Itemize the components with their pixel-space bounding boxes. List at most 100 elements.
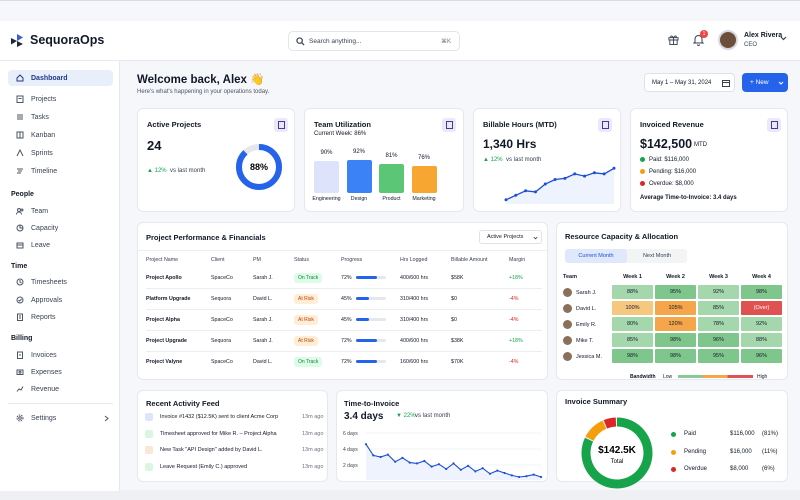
sidebar-item-dashboard[interactable]: Dashboard (8, 70, 113, 86)
table-row[interactable]: Platform Upgrade Sequora David L. At Ris… (146, 289, 542, 309)
capacity-cell[interactable]: 98% (654, 348, 697, 364)
capacity-value: 98% (741, 285, 782, 299)
table-header-row: Project Name Client PM Status Progress H… (146, 252, 542, 268)
document-icon (598, 118, 612, 132)
table-row[interactable]: Project Apollo SpaceCo Sarah J. On Track… (146, 268, 542, 288)
sparkline-point (592, 171, 596, 175)
legend-dot (671, 449, 676, 455)
capacity-table-body: Sarah J. 88% 95% 92% 98% David L. 100% 105% 85%(… (563, 284, 783, 364)
column-header: Week 2 (666, 274, 685, 280)
sidebar-item-revenue[interactable]: Revenue (8, 381, 113, 397)
capacity-cell[interactable]: 96% (740, 348, 783, 364)
sidebar-item-timeline[interactable]: Timeline (8, 163, 113, 179)
capacity-cell[interactable]: 96% (697, 332, 740, 348)
status-badge: At Risk (294, 315, 318, 325)
date-range-picker[interactable]: May 1 – May 31, 2024 (644, 73, 735, 92)
sidebar-item-approvals[interactable]: Approvals (8, 292, 113, 308)
capacity-value: 95% (698, 349, 739, 363)
kpi-change-text: vs last month (506, 157, 542, 163)
table-row: Mike T. 85% 98% 96% 88% (563, 332, 783, 348)
chevron-down-icon[interactable] (780, 36, 787, 41)
sparkline-point (504, 198, 508, 202)
donut-total-label: Total (611, 459, 624, 465)
project-filter-select[interactable]: Active Projects (479, 230, 542, 244)
tti-point (364, 443, 368, 446)
table-row[interactable]: Project Valyne SpaceCo David L. On Track… (146, 352, 542, 372)
legend-amount: $116,000 (730, 431, 755, 437)
capacity-value: 78% (698, 317, 739, 331)
capacity-cell[interactable]: 92% (697, 284, 740, 300)
tti-point (415, 462, 419, 465)
sidebar-item-settings[interactable]: Settings (8, 410, 113, 426)
sidebar-item-kanban[interactable]: Kanban (8, 127, 113, 143)
capacity-cell[interactable]: 95% (697, 348, 740, 364)
capacity-cell[interactable]: 105% (654, 300, 697, 316)
card-title: Recent Activity Feed (146, 399, 220, 408)
new-button[interactable]: + New (742, 73, 788, 92)
tti-point (386, 453, 389, 456)
capacity-cell[interactable]: 85% (611, 332, 654, 348)
capacity-cell[interactable]: 98% (611, 348, 654, 364)
capacity-cell[interactable]: 98% (654, 332, 697, 348)
status-cell: On Track (294, 352, 341, 372)
capacity-cell[interactable]: 88% (740, 332, 783, 348)
sidebar-item-label: Reports (31, 313, 56, 321)
sidebar-item-reports[interactable]: Reports (8, 309, 113, 325)
clock-icon (16, 278, 24, 286)
column-header: Margin (509, 257, 526, 263)
column-header: Billable Amount (451, 257, 488, 263)
sidebar-item-label: Sprints (31, 149, 53, 157)
gear-icon (16, 414, 24, 422)
capacity-cell[interactable]: 98% (740, 284, 783, 300)
capacity-cell[interactable]: 100% (611, 300, 654, 316)
progress-bar-fill (355, 297, 370, 301)
capacity-cell[interactable]: 120% (654, 316, 697, 332)
legend-paid: Paid $116,000 (81%) (671, 431, 778, 437)
table-row[interactable]: Project Upgrade Sequora Sarah J. At Risk… (146, 331, 542, 351)
calendar-icon (722, 80, 730, 87)
table-row[interactable]: Project Alpha SpaceCo Sarah J. At Risk 4… (146, 310, 542, 330)
gift-icon[interactable] (668, 34, 679, 45)
activity-time: 13m ago (302, 430, 324, 437)
legend-label: Paid (684, 431, 697, 437)
avatar[interactable] (718, 30, 738, 50)
tab-next-month[interactable]: Next Month (642, 253, 672, 259)
progress-cell: 45% (341, 310, 400, 330)
tab-current-month[interactable]: Current Month (565, 249, 627, 263)
bell-icon[interactable]: 1 (693, 30, 708, 46)
sparkline-point (573, 172, 577, 176)
sidebar-item-team[interactable]: Team (8, 203, 113, 219)
sidebar-item-tasks[interactable]: Tasks (8, 109, 113, 125)
capacity-cell[interactable]: 85% (697, 300, 740, 316)
sparkline-point (612, 166, 616, 170)
legend-low: Low (663, 374, 673, 380)
margin-value: -4% (509, 296, 519, 302)
capacity-cell[interactable]: 88% (611, 284, 654, 300)
activity-time: 13m ago (302, 463, 324, 470)
utilization-bar-label: Engineering (312, 196, 341, 202)
sidebar-item-timesheets[interactable]: Timesheets (8, 274, 113, 290)
capacity-cell[interactable]: 78% (697, 316, 740, 332)
capacity-cell[interactable]: 95% (654, 284, 697, 300)
table-row: Sarah J. 88% 95% 92% 98% (563, 284, 783, 300)
search-placeholder: Search anything... (309, 38, 362, 45)
sidebar-item-projects[interactable]: Projects (8, 91, 113, 107)
tti-change: ▼ 22% (396, 413, 416, 419)
search-input[interactable]: Search anything... ⌘K (288, 31, 460, 51)
sidebar-item-capacity[interactable]: Capacity (8, 220, 113, 236)
project-filter-label: Active Projects (487, 234, 524, 240)
sidebar-item-sprints[interactable]: Sprints (8, 145, 113, 161)
kpi-value: $142,500 (640, 137, 693, 151)
chevron-right-icon (104, 415, 109, 422)
sidebar-item-leave[interactable]: Leave (8, 237, 113, 253)
sidebar-item-label: Approvals (31, 296, 63, 304)
sidebar-item-expenses[interactable]: Expenses (8, 364, 113, 380)
sidebar-item-invoices[interactable]: Invoices (8, 347, 113, 363)
capacity-cell[interactable]: 92% (740, 316, 783, 332)
progress-bar-fill (355, 339, 378, 343)
team-icon (16, 208, 24, 215)
reports-icon (17, 313, 23, 321)
capacity-cell[interactable]: 80% (611, 316, 654, 332)
capacity-cell[interactable]: (Over) (740, 300, 783, 316)
